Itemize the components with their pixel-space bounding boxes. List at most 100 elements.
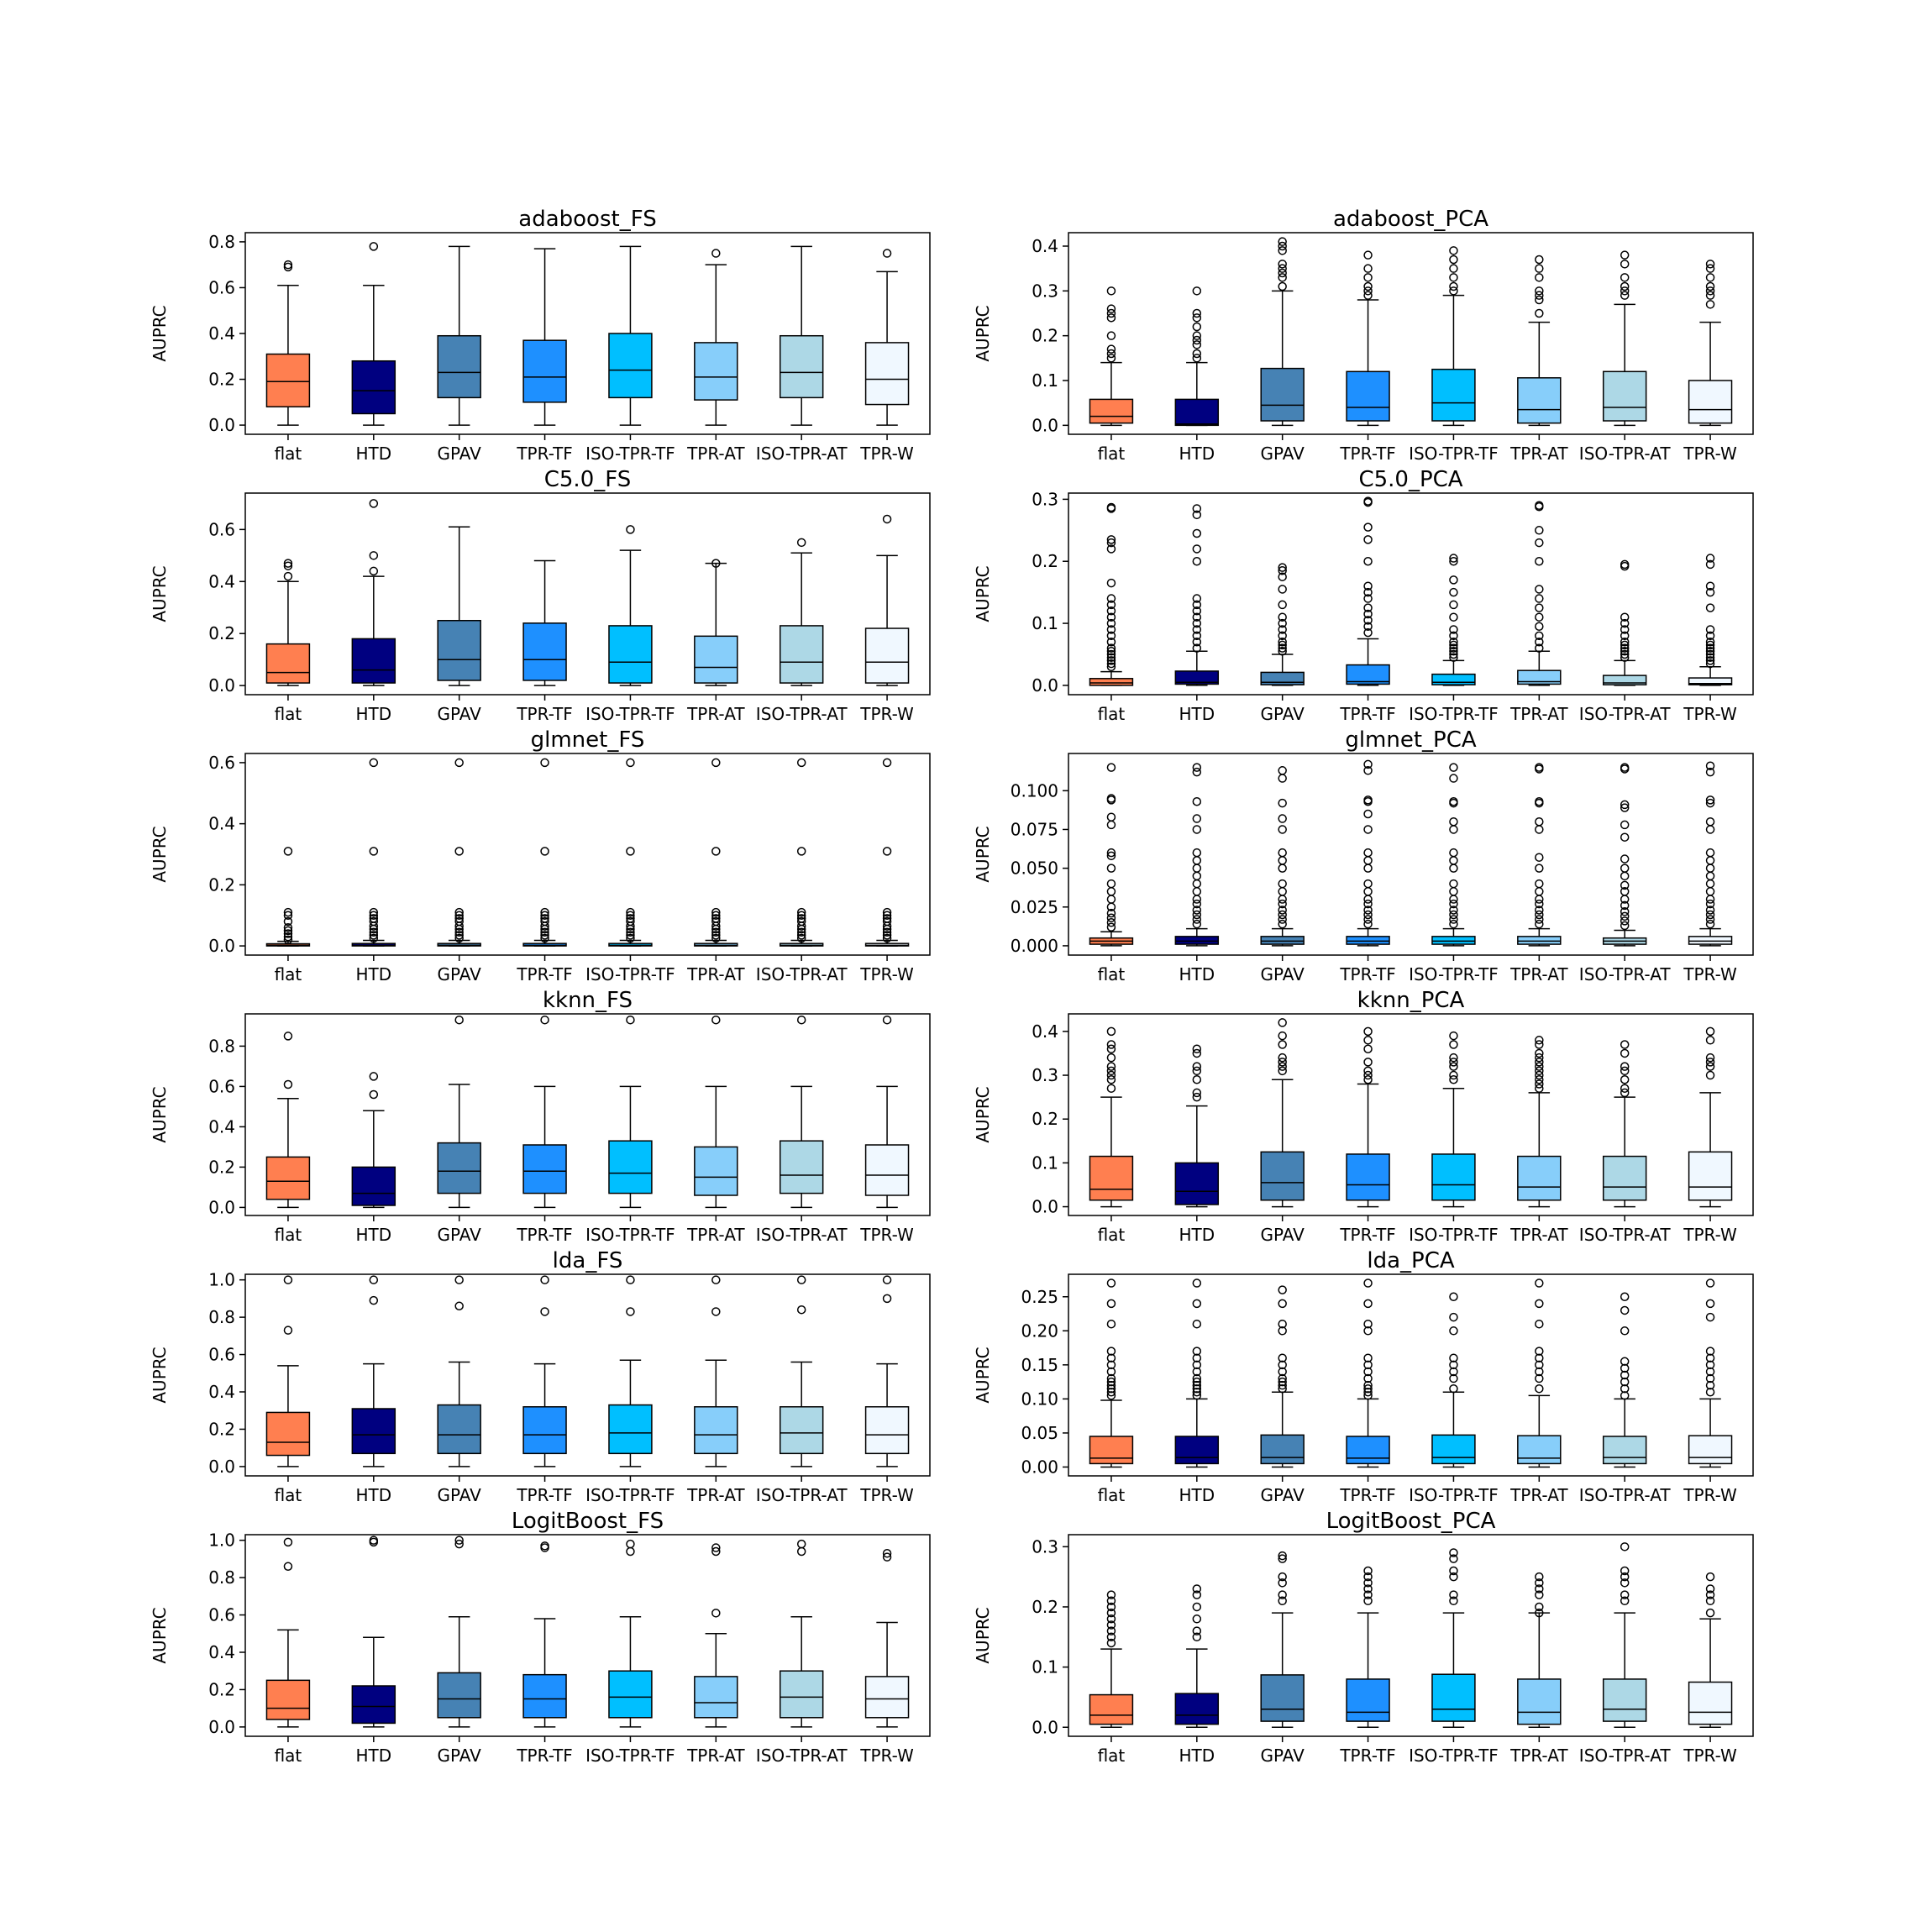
box-ISO-TPR-AT — [1602, 559, 1647, 686]
box-body — [779, 625, 824, 684]
outlier-point — [1449, 649, 1458, 659]
outlier-point — [1535, 1079, 1544, 1089]
outlier-point — [1363, 879, 1373, 889]
outlier-point — [1535, 1048, 1544, 1058]
outlier-point — [1620, 911, 1630, 921]
box-TPR-W — [864, 758, 910, 947]
box-GPAV — [1260, 563, 1305, 686]
outlier-point — [1106, 1596, 1116, 1606]
outlier-point — [1705, 581, 1715, 591]
outlier-point — [1620, 864, 1630, 873]
x-tick-label: ISO-TPR-TF — [1409, 1746, 1499, 1766]
outlier-point — [1363, 1572, 1373, 1582]
y-tick-label: 0.2 — [1032, 1109, 1058, 1129]
outlier-point — [1278, 1554, 1287, 1563]
outlier-point — [626, 914, 635, 923]
outlier-point — [1278, 1040, 1287, 1049]
outlier-point — [1278, 637, 1287, 647]
outlier-point — [882, 1294, 892, 1304]
outlier-point — [1278, 612, 1287, 622]
box-GPAV — [437, 1275, 481, 1467]
outlier-point — [1449, 1058, 1458, 1067]
axes-frame — [244, 1534, 931, 1737]
y-tick-label: 0.2 — [1032, 326, 1058, 346]
outlier-point — [1449, 286, 1458, 296]
outlier-point — [1363, 286, 1373, 296]
outlier-point — [1363, 1278, 1373, 1288]
box-ISO-TPR-TF — [1431, 1031, 1476, 1208]
outlier-point — [1449, 631, 1458, 641]
outlier-point — [1363, 273, 1373, 282]
x-tick-label: HTD — [1179, 1485, 1215, 1505]
outlier-point — [454, 911, 464, 920]
outlier-point — [1278, 1383, 1287, 1394]
outlier-point — [1278, 1053, 1287, 1063]
outlier-point — [1106, 594, 1116, 603]
outlier-point — [1192, 618, 1202, 628]
x-tick-label: ISO-TPR-TF — [1409, 964, 1499, 984]
outlier-point — [711, 1015, 721, 1025]
outlier-point — [1449, 281, 1458, 291]
x-tick-label: ISO-TPR-AT — [756, 1485, 848, 1505]
outlier-point — [1535, 1075, 1544, 1084]
outlier-point — [1705, 1312, 1715, 1322]
outlier-point — [1192, 1353, 1202, 1362]
x-tick-label: ISO-TPR-AT — [1579, 1225, 1672, 1245]
outlier-point — [1620, 649, 1630, 659]
box-body — [1346, 1678, 1390, 1722]
chart-title: C5.0_FS — [544, 467, 632, 492]
outlier-point — [1278, 237, 1287, 246]
outlier-point — [711, 927, 721, 937]
box-flat — [1089, 763, 1134, 947]
chart-title: lda_PCA — [1367, 1248, 1454, 1273]
outlier-point — [1363, 264, 1373, 273]
box-body — [608, 333, 653, 399]
x-tick-label: TPR-W — [1683, 1225, 1737, 1245]
outlier-point — [1620, 1596, 1630, 1606]
outlier-point — [626, 1546, 635, 1557]
outlier-point — [796, 847, 806, 856]
box-body — [1346, 370, 1390, 422]
outlier-point — [1192, 637, 1202, 647]
x-tick-label: TPR-W — [1683, 1746, 1737, 1766]
y-tick-label: 0.0 — [208, 1717, 235, 1737]
y-tick-label: 0.6 — [208, 277, 235, 297]
x-tick-label: GPAV — [1261, 444, 1305, 464]
outlier-point — [1106, 851, 1116, 861]
outlier-point — [626, 911, 635, 920]
outlier-point — [1192, 349, 1202, 359]
outlier-point — [1278, 825, 1287, 834]
outlier-point — [1192, 871, 1202, 881]
x-tick-label: TPR-W — [1683, 444, 1737, 464]
outlier-point — [540, 933, 549, 943]
box-TPR-W — [864, 249, 910, 426]
axes-frame — [1068, 1534, 1754, 1737]
x-tick-label: ISO-TPR-AT — [1579, 444, 1672, 464]
outlier-point — [1363, 906, 1373, 915]
outlier-point — [882, 911, 892, 920]
outlier-point — [1192, 1319, 1202, 1329]
outlier-point — [796, 1275, 806, 1284]
box-TPR-W — [864, 1275, 910, 1467]
outlier-point — [796, 916, 806, 927]
outlier-point — [1620, 1062, 1630, 1071]
box-body — [1517, 377, 1562, 424]
x-tick-label: flat — [275, 1225, 302, 1245]
outlier-point — [1363, 581, 1373, 591]
y-tick-label: 0.0 — [208, 415, 235, 435]
outlier-point — [1535, 1360, 1544, 1370]
outlier-point — [1705, 910, 1715, 920]
outlier-point — [1106, 864, 1116, 873]
outlier-point — [1363, 1373, 1373, 1383]
outlier-point — [283, 262, 293, 272]
y-axis-label: AUPRC — [973, 1347, 993, 1403]
box-body — [1517, 1435, 1562, 1465]
x-tick-label: TPR-TF — [1339, 964, 1395, 984]
outlier-point — [1278, 856, 1287, 865]
outlier-point — [369, 1072, 379, 1081]
x-tick-label: flat — [1098, 444, 1126, 464]
box-TPR-AT — [1517, 255, 1562, 427]
x-tick-label: TPR-W — [859, 964, 914, 984]
outlier-point — [1106, 502, 1116, 512]
box-body — [1260, 367, 1305, 422]
